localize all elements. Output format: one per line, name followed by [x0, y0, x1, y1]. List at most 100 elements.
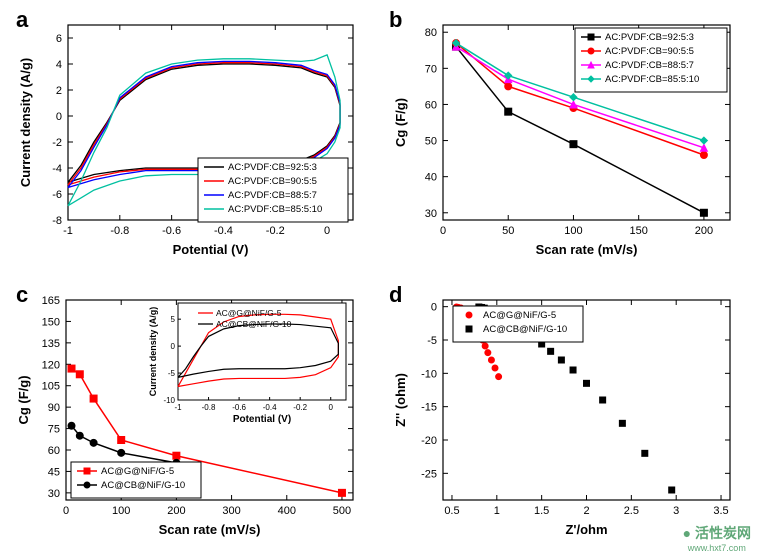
svg-text:AC:PVDF:CB=92:5:3: AC:PVDF:CB=92:5:3: [605, 32, 694, 43]
panel-a-label: a: [16, 7, 28, 33]
svg-text:AC@G@NiF/G-5: AC@G@NiF/G-5: [216, 308, 282, 318]
panel-b: b 0 50 100 150 200 30 40 50 60 70 80 Scan rate (mV/…: [385, 5, 745, 265]
svg-text:AC@CB@NiF/G-10: AC@CB@NiF/G-10: [101, 480, 185, 491]
svg-text:Cg (F/g): Cg (F/g): [393, 98, 408, 147]
capacitance-chart-c: 0100200300400500304560759010512013515016…: [8, 280, 368, 545]
svg-text:AC@CB@NiF/G-10: AC@CB@NiF/G-10: [216, 319, 292, 329]
svg-text:90: 90: [48, 402, 60, 414]
svg-text:Scan rate (mV/s): Scan rate (mV/s): [159, 522, 261, 537]
panel-d: d 0.511.522.533.5-25-20-15-10-50Z'/ohmZ'…: [385, 280, 745, 545]
svg-text:1.5: 1.5: [534, 505, 549, 517]
svg-text:-0.6: -0.6: [162, 225, 181, 237]
svg-text:0: 0: [329, 403, 334, 412]
panel-a: a -1-0.8-0.6-0.4-0.20-8-6-4-20246Potenti…: [8, 5, 368, 265]
svg-text:-6: -6: [52, 189, 62, 201]
svg-text:400: 400: [278, 505, 296, 517]
svg-text:Current density (A/g): Current density (A/g): [148, 307, 158, 397]
svg-text:-5: -5: [427, 335, 437, 347]
watermark: ● 活性炭网 www.hxt7.com: [683, 523, 751, 553]
svg-text:1: 1: [494, 505, 500, 517]
svg-text:200: 200: [167, 505, 185, 517]
svg-text:60: 60: [48, 445, 60, 457]
svg-text:-5: -5: [168, 369, 176, 378]
svg-text:AC:PVDF:CB=90:5:5: AC:PVDF:CB=90:5:5: [605, 46, 694, 57]
svg-text:50: 50: [502, 225, 514, 237]
svg-text:150: 150: [630, 225, 648, 237]
svg-text:AC@G@NiF/G-5: AC@G@NiF/G-5: [483, 310, 556, 321]
svg-text:0: 0: [324, 225, 330, 237]
svg-text:AC:PVDF:CB=92:5:3: AC:PVDF:CB=92:5:3: [228, 162, 317, 173]
svg-text:Cg (F/g): Cg (F/g): [16, 375, 31, 424]
svg-text:AC:PVDF:CB=85:5:10: AC:PVDF:CB=85:5:10: [605, 74, 699, 85]
svg-text:150: 150: [42, 316, 60, 328]
svg-text:75: 75: [48, 424, 60, 436]
svg-text:Potential (V): Potential (V): [173, 242, 249, 257]
svg-text:-1: -1: [63, 225, 73, 237]
svg-text:-1: -1: [174, 403, 182, 412]
svg-text:-4: -4: [52, 163, 62, 175]
svg-text:300: 300: [222, 505, 240, 517]
svg-text:200: 200: [695, 225, 713, 237]
svg-text:-20: -20: [421, 435, 437, 447]
svg-text:Potential (V): Potential (V): [233, 414, 291, 425]
svg-text:40: 40: [425, 172, 437, 184]
svg-text:-0.4: -0.4: [214, 225, 233, 237]
svg-text:105: 105: [42, 381, 60, 393]
svg-text:-10: -10: [163, 396, 175, 405]
svg-text:-2: -2: [52, 137, 62, 149]
svg-text:-10: -10: [421, 368, 437, 380]
svg-text:500: 500: [333, 505, 351, 517]
svg-text:-0.6: -0.6: [232, 403, 246, 412]
svg-text:2: 2: [583, 505, 589, 517]
svg-text:5: 5: [171, 315, 176, 324]
svg-text:AC:PVDF:CB=88:5:7: AC:PVDF:CB=88:5:7: [228, 190, 317, 201]
svg-text:0: 0: [63, 505, 69, 517]
panel-b-label: b: [389, 7, 402, 33]
svg-text:2.5: 2.5: [624, 505, 639, 517]
svg-text:-25: -25: [421, 468, 437, 480]
svg-text:6: 6: [56, 33, 62, 45]
svg-text:135: 135: [42, 338, 60, 350]
svg-text:AC:PVDF:CB=90:5:5: AC:PVDF:CB=90:5:5: [228, 176, 317, 187]
svg-text:3.5: 3.5: [713, 505, 728, 517]
svg-text:3: 3: [673, 505, 679, 517]
nyquist-chart-d: 0.511.522.533.5-25-20-15-10-50Z'/ohmZ'' …: [385, 280, 745, 545]
svg-text:0: 0: [171, 342, 176, 351]
svg-text:Z'/ohm: Z'/ohm: [565, 522, 607, 537]
svg-text:45: 45: [48, 466, 60, 478]
watermark-url: www.hxt7.com: [683, 543, 751, 553]
svg-text:AC@CB@NiF/G-10: AC@CB@NiF/G-10: [483, 324, 567, 335]
svg-text:30: 30: [425, 208, 437, 220]
svg-text:AC:PVDF:CB=88:5:7: AC:PVDF:CB=88:5:7: [605, 60, 694, 71]
panel-c-label: c: [16, 282, 28, 308]
svg-text:2: 2: [56, 85, 62, 97]
svg-text:-0.2: -0.2: [293, 403, 307, 412]
panel-c: c 01002003004005003045607590105120135150…: [8, 280, 368, 545]
svg-text:AC@G@NiF/G-5: AC@G@NiF/G-5: [101, 466, 174, 477]
svg-text:-0.2: -0.2: [266, 225, 285, 237]
svg-text:0: 0: [56, 111, 62, 123]
svg-text:120: 120: [42, 359, 60, 371]
svg-text:80: 80: [425, 27, 437, 39]
svg-text:100: 100: [564, 225, 582, 237]
svg-text:0: 0: [440, 225, 446, 237]
svg-text:0: 0: [431, 302, 437, 314]
svg-text:-15: -15: [421, 402, 437, 414]
svg-text:Current density (A/g): Current density (A/g): [18, 58, 33, 187]
svg-text:165: 165: [42, 295, 60, 307]
cv-chart-a: -1-0.8-0.6-0.4-0.20-8-6-4-20246Potential…: [8, 5, 368, 265]
svg-text:-0.4: -0.4: [263, 403, 277, 412]
svg-text:70: 70: [425, 63, 437, 75]
svg-text:0.5: 0.5: [444, 505, 459, 517]
svg-text:50: 50: [425, 136, 437, 148]
svg-text:60: 60: [425, 99, 437, 111]
svg-text:-8: -8: [52, 215, 62, 227]
svg-text:30: 30: [48, 488, 60, 500]
svg-text:Scan rate (mV/s): Scan rate (mV/s): [536, 242, 638, 257]
panel-d-label: d: [389, 282, 402, 308]
capacitance-chart-b: 0 50 100 150 200 30 40 50 60 70 80 Scan rate (mV/s)…: [385, 5, 745, 265]
svg-text:4: 4: [56, 59, 62, 71]
svg-text:-0.8: -0.8: [202, 403, 216, 412]
svg-text:AC:PVDF:CB=85:5:10: AC:PVDF:CB=85:5:10: [228, 204, 322, 215]
svg-text:100: 100: [112, 505, 130, 517]
